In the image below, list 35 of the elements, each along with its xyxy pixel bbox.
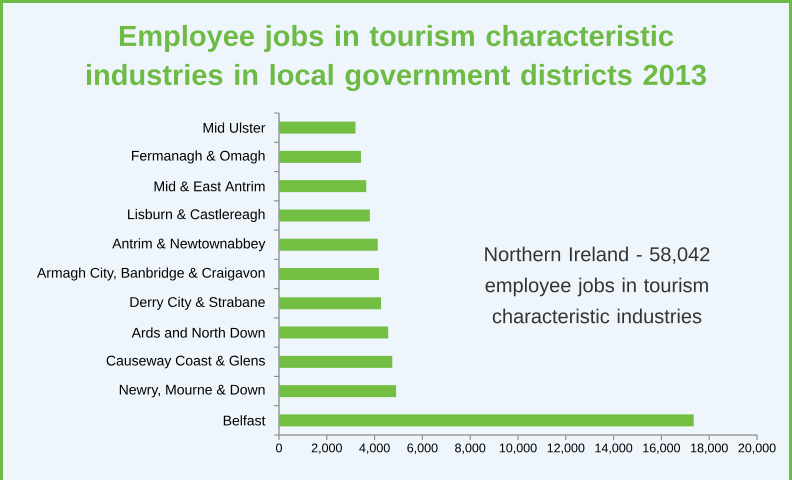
y-tick-label: Lisburn & Castlereagh bbox=[128, 208, 265, 222]
y-tick-label: Mid & East Antrim bbox=[154, 181, 265, 192]
bar bbox=[279, 356, 392, 368]
chart-title: Employee jobs in tourism characteristic industries in local government districts 2013 bbox=[86, 24, 706, 92]
bar bbox=[279, 268, 379, 280]
x-tick-label: 2,000 bbox=[312, 444, 342, 454]
y-tick-label: Mid Ulster bbox=[204, 122, 266, 133]
x-tick-label: 4,000 bbox=[359, 444, 390, 454]
bar bbox=[279, 180, 366, 192]
y-tick-label: Ards and North Down bbox=[132, 327, 265, 338]
y-tick-label: Armagh City, Banbridge & Craigavon bbox=[36, 267, 265, 281]
x-tick-label: 14,000 bbox=[595, 444, 632, 454]
x-tick-label: 12,000 bbox=[548, 444, 584, 454]
x-tick-label: 10,000 bbox=[500, 444, 537, 454]
x-tick-label: 8,000 bbox=[455, 444, 486, 454]
x-tick-label: 16,000 bbox=[643, 444, 680, 454]
bar bbox=[279, 297, 382, 310]
bar bbox=[279, 122, 356, 134]
y-tick-label: Fermanagh & Omagh bbox=[132, 150, 265, 164]
bar bbox=[279, 385, 396, 398]
y-tick-label: Antrim & Newtownabbey bbox=[112, 238, 266, 252]
x-tick-label: 0 bbox=[276, 444, 282, 452]
x-tick-label: 18,000 bbox=[691, 444, 728, 454]
bar bbox=[279, 209, 370, 222]
bar bbox=[279, 150, 361, 163]
annotation: Northern Ireland - 58,042 employee jobs in tourism characteristic industries bbox=[485, 246, 710, 324]
bar bbox=[279, 326, 388, 339]
x-tick-label: 6,000 bbox=[407, 444, 438, 454]
y-tick-label: Derry City & Strabane bbox=[130, 296, 265, 310]
bar bbox=[279, 414, 694, 426]
y-tick-label: Causeway Coast & Glens bbox=[106, 355, 265, 368]
y-tick-label: Belfast bbox=[224, 415, 266, 426]
y-tick-label: Newry, Mourne & Down bbox=[120, 384, 265, 398]
x-tick-label: 20,000 bbox=[738, 444, 776, 454]
bar bbox=[279, 238, 378, 251]
